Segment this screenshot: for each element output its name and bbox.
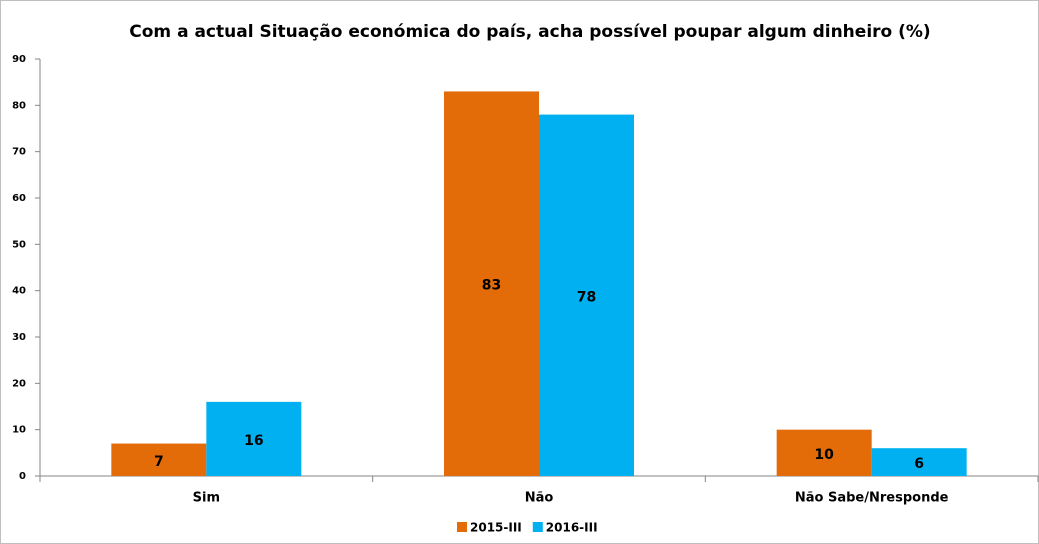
- data-label: 7: [154, 454, 164, 470]
- legend-swatch: [457, 522, 467, 532]
- bar: [111, 443, 207, 476]
- data-label: 83: [482, 278, 501, 294]
- y-tick-label: 10: [12, 425, 26, 436]
- y-tick-label: 40: [12, 286, 26, 297]
- bar: [776, 429, 872, 476]
- bar: [444, 91, 539, 476]
- y-tick-label: 30: [12, 332, 26, 343]
- legend-swatch: [532, 522, 543, 532]
- legend-label: 2015-III: [470, 521, 522, 535]
- bar: [871, 448, 967, 476]
- chart-title: Com a actual Situação económica do país,…: [129, 22, 930, 42]
- y-tick-label: 80: [12, 100, 26, 111]
- y-tick-label: 60: [12, 193, 26, 204]
- data-label: 78: [577, 289, 596, 305]
- x-tick-label: Não: [525, 491, 554, 506]
- y-tick-label: 0: [19, 471, 26, 482]
- y-tick-label: 90: [12, 54, 26, 65]
- x-tick-label: Sim: [193, 491, 220, 506]
- data-label: 10: [814, 447, 834, 463]
- data-label: 6: [914, 456, 924, 472]
- y-tick-label: 20: [12, 378, 26, 389]
- legend-label: 2016-III: [546, 521, 598, 535]
- y-tick-label: 50: [12, 239, 26, 250]
- bar: [539, 114, 634, 476]
- data-label: 16: [244, 433, 263, 449]
- x-tick-label: Não Sabe/Nresponde: [795, 491, 949, 506]
- bar: [206, 401, 302, 476]
- y-tick-label: 70: [12, 147, 26, 158]
